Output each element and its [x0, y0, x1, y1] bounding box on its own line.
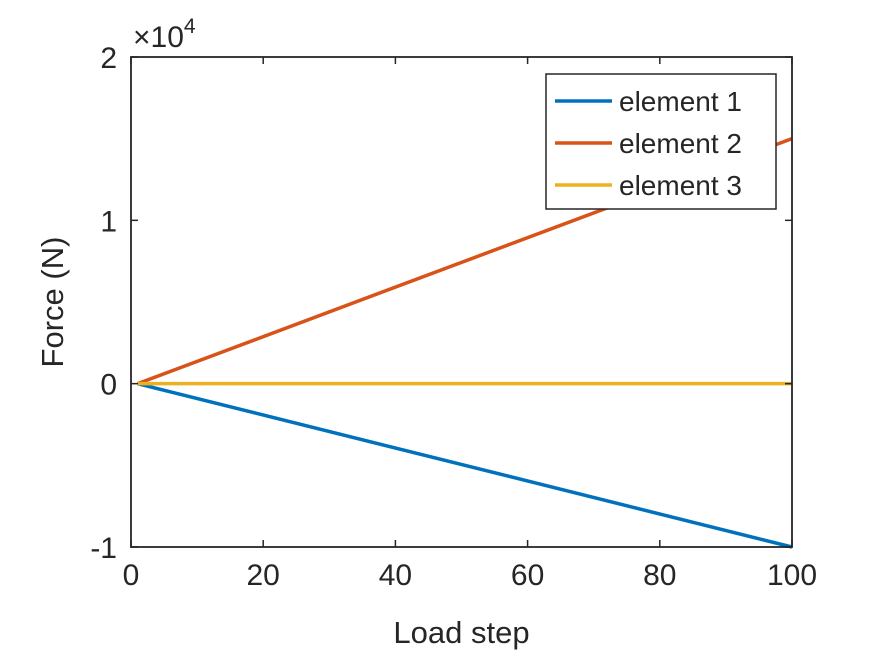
x-tick-label: 0 — [123, 559, 140, 592]
legend: element 1 element 2 element 3 — [545, 73, 777, 210]
x-axis-label: Load step — [393, 615, 529, 650]
legend-label-element-1: element 1 — [619, 86, 742, 117]
x-tick-label: 20 — [247, 559, 280, 592]
series-line-element-1 — [137, 381, 793, 549]
y-exponent-label: ×104 — [133, 15, 196, 54]
axes — [130, 56, 793, 548]
y-exponent-prefix: ×10 — [133, 21, 184, 54]
x-tick-label: 100 — [767, 559, 817, 592]
x-tick-label: 80 — [643, 559, 676, 592]
legend-label-element-3: element 3 — [619, 170, 742, 201]
y-tick-label: 0 — [100, 369, 117, 402]
axes-box — [130, 56, 793, 548]
x-tick-label: 60 — [511, 559, 544, 592]
x-tick-label: 40 — [379, 559, 412, 592]
y-axis-label: Force (N) — [35, 237, 70, 368]
y-tick-label: 2 — [100, 42, 117, 75]
y-exponent-power: 4 — [184, 15, 196, 38]
legend-label-element-2: element 2 — [619, 128, 742, 159]
y-tick-label: -1 — [90, 532, 117, 565]
y-tick-label: 1 — [100, 205, 117, 238]
